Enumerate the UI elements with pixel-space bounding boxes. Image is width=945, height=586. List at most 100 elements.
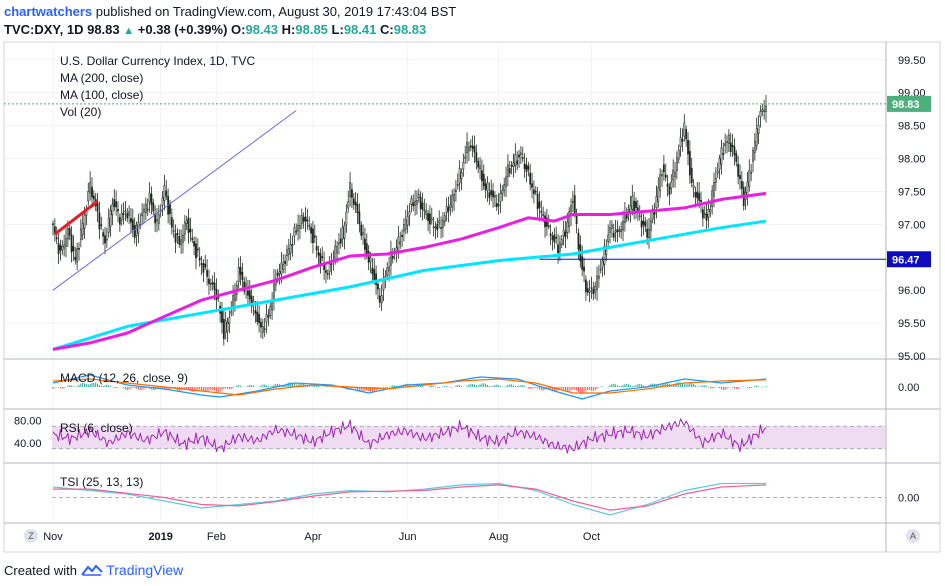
legend-rsi[interactable]: RSI (6, close) (60, 421, 133, 435)
candle-body (746, 181, 749, 196)
candle-body (92, 195, 95, 200)
candle-body (620, 229, 623, 232)
candle-body (351, 189, 353, 198)
candle-body (533, 189, 535, 194)
open-label: O: (231, 22, 246, 37)
candle-body (79, 228, 82, 240)
candle-body (150, 193, 153, 205)
price-pane[interactable] (4, 94, 886, 351)
ma200-line (52, 219, 767, 351)
macd-pane[interactable] (52, 374, 767, 400)
candle-body (183, 222, 186, 235)
candle-body (443, 215, 446, 222)
candle-body (232, 295, 235, 307)
tradingview-logo-icon (80, 562, 103, 582)
timezone-button[interactable]: Z (24, 529, 38, 543)
candle-body (648, 228, 650, 238)
candle-body (367, 251, 370, 263)
candle-body (341, 226, 344, 240)
candle-body (455, 189, 457, 192)
candle-body (599, 268, 602, 271)
candle-body (260, 321, 262, 328)
candle-body (462, 162, 465, 170)
candle-body (154, 213, 157, 224)
candle-body (293, 227, 296, 237)
time-axis[interactable]: Nov 2019 Feb Apr Jun Aug Oct (43, 531, 600, 543)
price-axis[interactable]: 99.5099.0098.5098.0097.5097.0096.5096.00… (887, 55, 931, 505)
candle-body (111, 203, 114, 216)
candle-body (571, 201, 574, 203)
auto-scale-button[interactable]: A (906, 529, 920, 543)
candle-body (486, 182, 489, 192)
candle-body (659, 174, 662, 191)
candle-body (165, 190, 168, 197)
candle-body (163, 185, 166, 201)
candle-body (403, 224, 405, 232)
trendline[interactable] (52, 110, 297, 291)
legend-macd[interactable]: MACD (12, 26, close, 9) (60, 371, 188, 385)
candle-body (120, 212, 123, 221)
candle-body (423, 209, 426, 212)
candle-body (193, 241, 196, 247)
candle-body (662, 164, 665, 173)
candle-body (102, 232, 105, 237)
candle-body (325, 270, 327, 273)
candle-body (696, 191, 699, 199)
symbol-label: TVC:DXY, 1D (4, 22, 84, 37)
legend-ma200[interactable]: MA (200, close) (60, 71, 143, 85)
candle-body (690, 167, 693, 183)
candle-body (364, 238, 366, 250)
candle-body (295, 230, 298, 233)
candle-body (239, 266, 242, 275)
candle-body (705, 213, 708, 221)
candle-body (113, 199, 116, 208)
candle-body (228, 317, 231, 324)
candle-body (410, 198, 413, 205)
candle-body (601, 260, 604, 268)
candle-body (319, 253, 322, 266)
rsi-pane[interactable]: 80.00 40.00 (14, 416, 886, 454)
candle-body (672, 169, 675, 181)
candle-body (434, 226, 437, 229)
tsi-pane[interactable] (52, 482, 886, 516)
footer: Created with TradingView (4, 560, 183, 580)
candle-body (133, 225, 136, 238)
candle-body (191, 237, 194, 240)
red-trend-segment[interactable] (53, 200, 99, 236)
candle-body (170, 217, 173, 228)
candle-body (104, 235, 106, 244)
candle-body (538, 201, 541, 208)
candle-body (644, 221, 647, 227)
rsi-tick-label: 80.00 (14, 416, 42, 428)
candle-body (596, 275, 598, 291)
legend-vol[interactable]: Vol (20) (60, 105, 101, 119)
legend-ma100[interactable]: MA (100, close) (60, 88, 143, 102)
candle-body (752, 149, 754, 162)
level-price-label-bg (887, 251, 931, 268)
candle-body (512, 162, 515, 167)
legend-tsi[interactable]: TSI (25, 13, 13) (60, 475, 143, 489)
chart-frame (3, 41, 941, 553)
candle-body (347, 201, 350, 209)
tradingview-brand[interactable]: TradingView (106, 562, 184, 578)
candle-body (343, 225, 346, 239)
candle-body (349, 182, 351, 197)
candle-body (356, 204, 359, 214)
candle-body (479, 165, 481, 169)
candle-body (354, 201, 357, 206)
candle-body (735, 153, 738, 162)
candle-body (547, 225, 550, 228)
candle-body (96, 202, 99, 212)
candle-body (560, 239, 563, 246)
author-link[interactable]: chartwatchers (4, 4, 93, 19)
candle-body (401, 234, 403, 238)
candle-body (442, 219, 444, 228)
candle-body (456, 184, 459, 186)
candle-body (664, 174, 667, 178)
last-price-label-bg (887, 95, 931, 112)
candle-body (605, 249, 608, 255)
candle-body (631, 195, 634, 210)
candle-body (425, 211, 428, 215)
candle-body (276, 272, 279, 277)
